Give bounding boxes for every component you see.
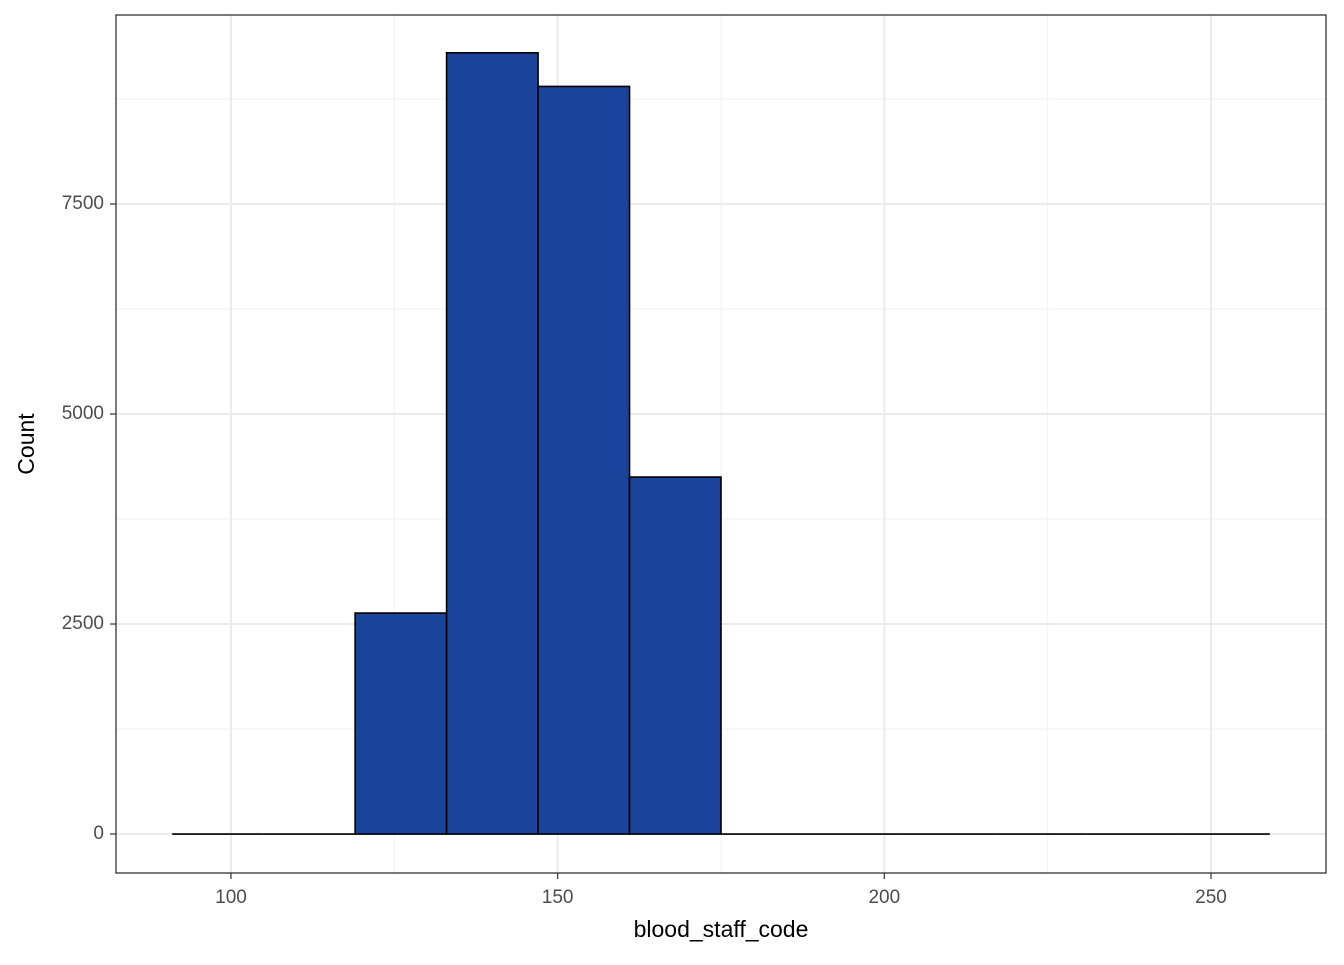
y-tick-label: 7500 bbox=[62, 193, 104, 214]
x-tick-label: 100 bbox=[215, 887, 247, 908]
x-tick-label: 150 bbox=[542, 887, 574, 908]
bar bbox=[628, 476, 722, 835]
x-tick-label: 200 bbox=[868, 887, 900, 908]
y-tick-label: 0 bbox=[93, 823, 104, 844]
panel-border bbox=[115, 14, 1327, 874]
y-tick-label: 5000 bbox=[62, 403, 104, 424]
bar bbox=[445, 52, 539, 835]
bar bbox=[354, 612, 448, 835]
bar bbox=[537, 85, 631, 835]
y-axis-title: Count bbox=[13, 413, 39, 475]
y-tick-label: 2500 bbox=[62, 613, 104, 634]
x-axis-title: blood_staff_code bbox=[634, 916, 809, 942]
x-tick-label: 250 bbox=[1195, 887, 1227, 908]
